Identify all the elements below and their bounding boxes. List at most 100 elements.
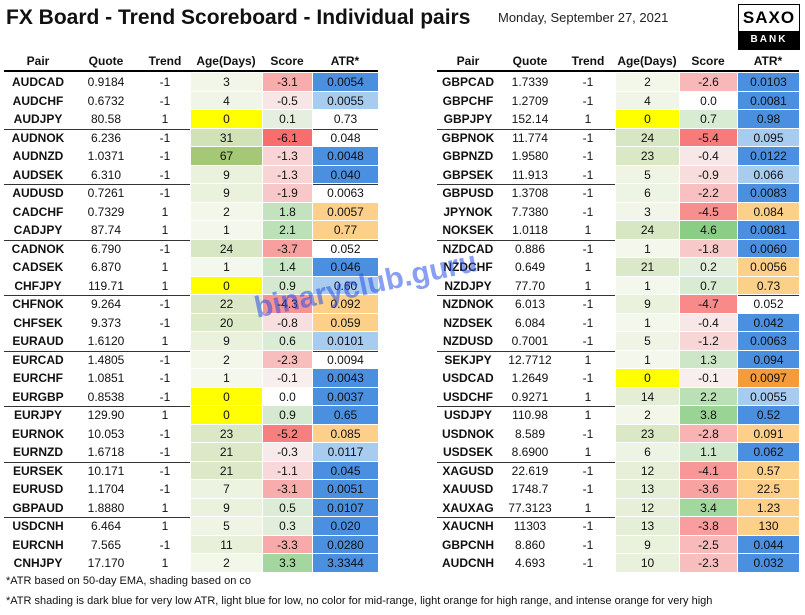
trend-cell: 1	[161, 223, 169, 237]
pair-cell: EURNOK	[11, 426, 64, 441]
trend-cell: -1	[159, 93, 171, 108]
trend-cell: 1	[161, 519, 169, 533]
trend-cell: 1	[584, 112, 592, 126]
age-cell: 1	[615, 313, 679, 332]
trend-cell: 1	[161, 278, 169, 293]
age-cell: 2	[615, 406, 679, 425]
age-cell: 2	[190, 554, 262, 573]
score-cell: -3.1	[262, 480, 312, 499]
trend-cell: 1	[584, 223, 592, 237]
age-cell: 31	[190, 128, 262, 147]
score-cell: 0.2	[679, 258, 737, 277]
atr-cell: 0.040	[312, 165, 378, 184]
age-cell: 6	[615, 184, 679, 203]
score-cell: -4.7	[679, 295, 737, 314]
atr-cell: 0.062	[737, 443, 799, 462]
atr-cell: 0.77	[312, 221, 378, 240]
score-cell: -5.2	[262, 424, 312, 443]
pair-cell: USDNOK	[441, 426, 494, 441]
column-header: Score	[262, 52, 312, 72]
column-header: Age(Days)	[615, 52, 679, 72]
atr-cell: 0.045	[312, 461, 378, 480]
score-cell: 1.8	[262, 202, 312, 221]
trend-cell: -1	[582, 75, 594, 89]
pair-cell: AUDNOK	[11, 130, 65, 145]
trend-cell: 1	[161, 204, 169, 219]
quote-cell: 110.98	[512, 408, 548, 422]
atr-cell: 0.095	[737, 128, 799, 147]
score-cell: -0.4	[679, 147, 737, 166]
score-cell: 3.8	[679, 406, 737, 425]
column-header: Pair	[437, 52, 499, 72]
quote-cell: 1.1704	[87, 482, 125, 496]
quote-cell: 1.6718	[87, 445, 125, 459]
quote-cell: 10.053	[87, 426, 125, 441]
score-cell: -2.3	[262, 350, 312, 369]
atr-cell: 0.0081	[737, 221, 799, 240]
trend-cell: -1	[159, 426, 171, 441]
pair-cell: XAUUSD	[442, 482, 494, 496]
trend-cell: -1	[159, 352, 171, 367]
score-cell: -4.3	[262, 295, 312, 314]
pair-cell: AUDUSD	[12, 186, 64, 200]
atr-cell: 1.23	[737, 498, 799, 517]
atr-cell: 0.091	[737, 424, 799, 443]
quote-cell: 7.7380	[511, 204, 549, 219]
age-cell: 23	[615, 147, 679, 166]
pair-cell: CNHJPY	[13, 556, 63, 570]
atr-cell: 0.0055	[737, 387, 799, 406]
atr-cell: 0.092	[312, 295, 378, 314]
age-cell: 21	[190, 443, 262, 462]
age-cell: 13	[615, 480, 679, 499]
quote-cell: 6.310	[90, 167, 122, 182]
trend-cell: -1	[582, 130, 594, 145]
trend-cell: -1	[159, 315, 171, 330]
quote-cell: 0.649	[514, 260, 546, 274]
score-cell: -1.2	[679, 332, 737, 351]
score-cell: -0.3	[262, 443, 312, 462]
score-cell: -4.5	[679, 202, 737, 221]
title: FX Board - Trend Scoreboard - Individual…	[6, 6, 471, 29]
atr-cell: 0.0037	[312, 387, 378, 406]
trend-cell: 1	[161, 500, 169, 515]
trend-cell: -1	[582, 315, 594, 330]
age-cell: 9	[615, 535, 679, 554]
trend-cell: 1	[161, 408, 169, 422]
trend-cell: 1	[584, 408, 592, 422]
age-cell: 0	[190, 276, 262, 295]
pair-cell: GBPSEK	[442, 167, 494, 182]
trend-cell: -1	[159, 130, 171, 145]
atr-cell: 0.084	[737, 202, 799, 221]
trend-cell: -1	[159, 186, 171, 200]
trend-cell: 1	[161, 260, 169, 274]
quote-cell: 1.2709	[511, 93, 549, 108]
quote-cell: 22.619	[511, 463, 549, 478]
score-cell: 3.4	[679, 498, 737, 517]
pair-cell: USDSEK	[442, 445, 493, 459]
score-cell: 2.2	[679, 387, 737, 406]
age-cell: 2	[615, 73, 679, 92]
column-header: Age(Days)	[190, 52, 262, 72]
trend-cell: -1	[582, 519, 594, 533]
age-cell: 5	[615, 332, 679, 351]
atr-cell: 0.0094	[312, 350, 378, 369]
quote-cell: 0.886	[514, 241, 546, 256]
trend-cell: -1	[582, 482, 594, 496]
trend-cell: -1	[582, 93, 594, 108]
quote-cell: 0.9271	[511, 389, 549, 404]
score-cell: -0.1	[262, 369, 312, 388]
trend-cell: -1	[159, 149, 171, 163]
trend-cell: -1	[159, 537, 171, 552]
quote-cell: 1.0118	[512, 223, 548, 237]
quote-cell: 0.7261	[87, 186, 125, 200]
score-cell: -2.5	[679, 535, 737, 554]
atr-cell: 3.3344	[312, 554, 378, 573]
pair-cell: EURCAD	[12, 352, 64, 367]
pair-cell: EURAUD	[12, 334, 64, 348]
atr-cell: 130	[737, 517, 799, 536]
atr-cell: 0.0280	[312, 535, 378, 554]
score-cell: 0.7	[679, 110, 737, 129]
trend-cell: 1	[161, 556, 169, 570]
age-cell: 24	[615, 128, 679, 147]
age-cell: 22	[190, 295, 262, 314]
